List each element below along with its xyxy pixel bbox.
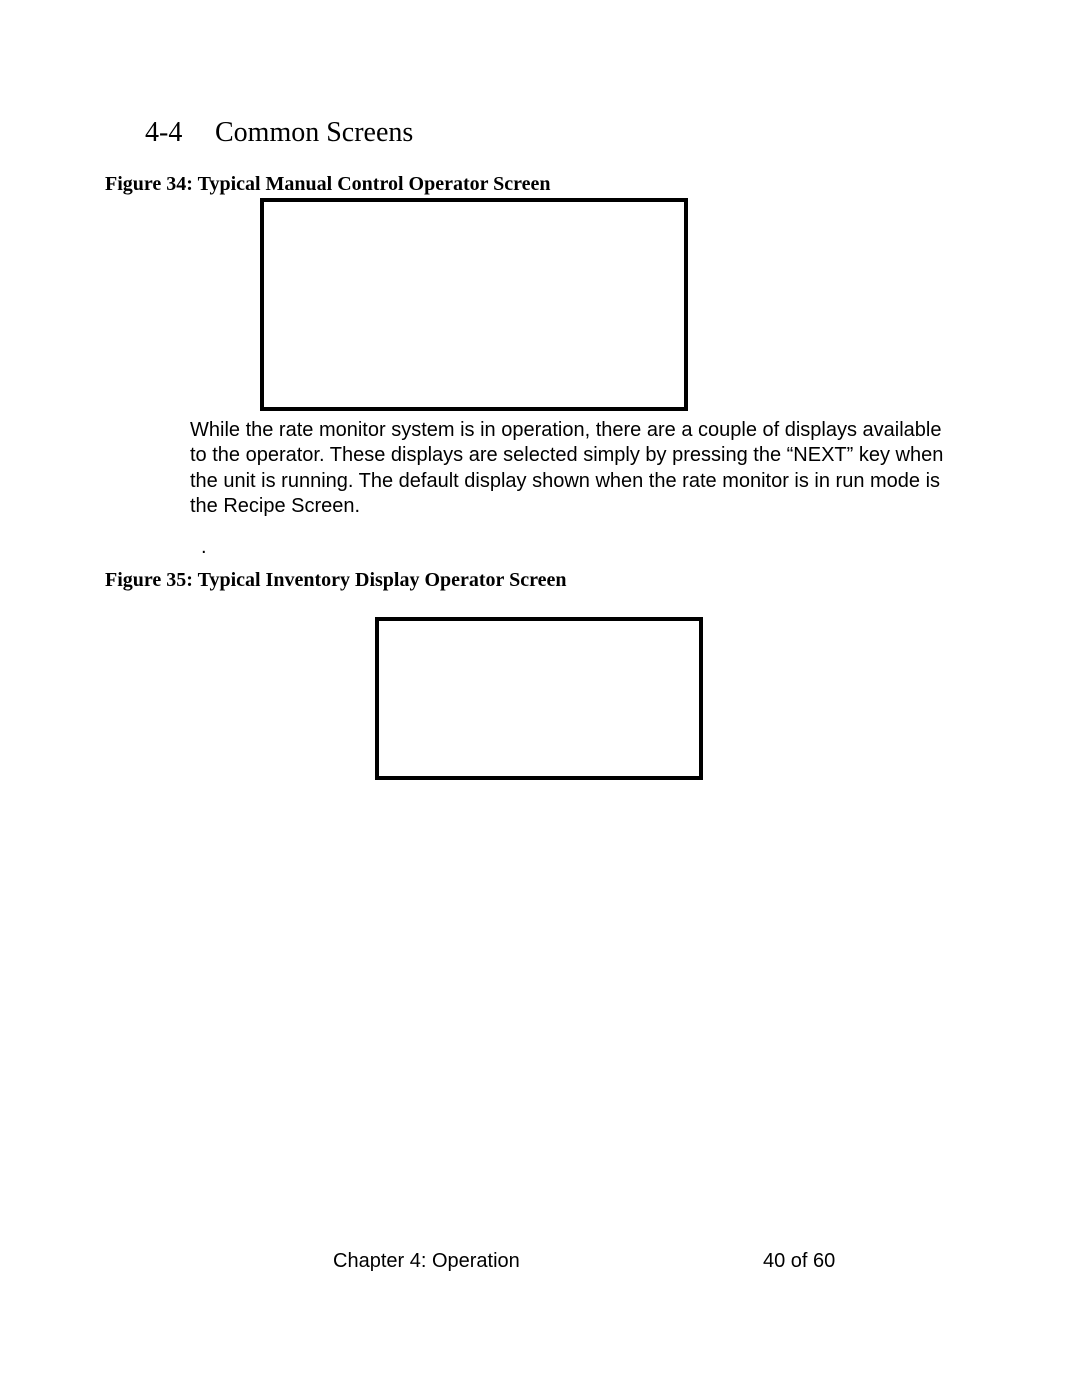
figure-35-box [375,617,703,780]
stray-period: . [201,536,207,559]
figure-35-caption: Figure 35: Typical Inventory Display Ope… [105,569,566,592]
section-number: 4-4 [145,117,182,149]
footer-chapter: Chapter 4: Operation [333,1250,520,1273]
body-paragraph: While the rate monitor system is in oper… [190,418,960,520]
document-page: 4-4 Common Screens Figure 34: Typical Ma… [0,0,1080,1397]
footer-page-number: 40 of 60 [763,1250,835,1273]
figure-34-caption: Figure 34: Typical Manual Control Operat… [105,173,551,196]
figure-34-box [260,198,688,411]
section-title: Common Screens [215,117,413,149]
